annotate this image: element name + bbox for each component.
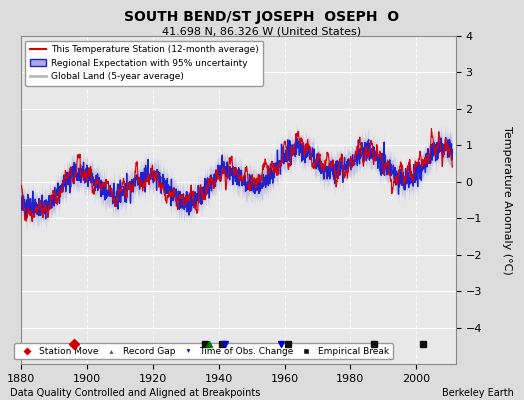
Text: Berkeley Earth: Berkeley Earth — [442, 388, 514, 398]
Y-axis label: Temperature Anomaly (°C): Temperature Anomaly (°C) — [501, 126, 511, 274]
Text: Data Quality Controlled and Aligned at Breakpoints: Data Quality Controlled and Aligned at B… — [10, 388, 261, 398]
Legend: Station Move, Record Gap, Time of Obs. Change, Empirical Break: Station Move, Record Gap, Time of Obs. C… — [14, 343, 393, 360]
Text: 41.698 N, 86.326 W (United States): 41.698 N, 86.326 W (United States) — [162, 26, 362, 36]
Text: SOUTH BEND/ST JOSEPH  OSEPH  O: SOUTH BEND/ST JOSEPH OSEPH O — [124, 10, 400, 24]
